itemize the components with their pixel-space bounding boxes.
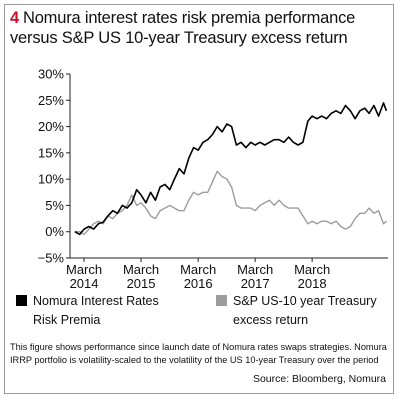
y-tick-label: −5% xyxy=(38,251,65,266)
legend-swatch-treasury xyxy=(216,295,227,306)
chart-title-text: Nomura interest rates risk premia perfor… xyxy=(10,9,356,47)
x-tick-label-line: 2014 xyxy=(70,276,99,290)
series-line-treasury xyxy=(74,170,387,235)
y-tick-label: 15% xyxy=(38,145,64,160)
legend-swatch-risk-premia xyxy=(16,295,27,306)
x-tick-label-line: 2017 xyxy=(241,276,270,290)
x-tick-label-line: March xyxy=(180,262,216,277)
figure-frame xyxy=(4,4,394,394)
x-tick-label: March 2018 xyxy=(294,262,330,290)
x-tick-label: March 2014 xyxy=(66,262,102,290)
x-tick-label-line: March xyxy=(123,262,159,277)
footnote: This figure shows performance since laun… xyxy=(10,342,387,365)
x-tick-label: March 2015 xyxy=(123,262,159,290)
x-tick-label-line: 2015 xyxy=(127,276,156,290)
x-tick-label: March 2016 xyxy=(180,262,216,290)
y-tick-label: 30% xyxy=(38,67,64,82)
x-tick-label: March 2017 xyxy=(237,262,273,290)
chart-title: 4 Nomura interest rates risk premia perfo… xyxy=(10,8,388,48)
y-tick-label: 0% xyxy=(45,224,64,239)
x-tick-label-line: 2016 xyxy=(184,276,213,290)
y-tick-label: 10% xyxy=(38,172,64,187)
x-tick-label-line: 2018 xyxy=(298,276,327,290)
series-line-risk-premia xyxy=(74,102,388,236)
x-tick-label-line: March xyxy=(66,262,102,277)
y-tick-label: 25% xyxy=(38,93,64,108)
figure-number: 4 xyxy=(10,9,19,27)
source-note: Source: Bloomberg, Nomura xyxy=(252,373,386,385)
y-tick-label: 5% xyxy=(45,198,64,213)
y-tick-label: 20% xyxy=(38,119,64,134)
x-tick-label-line: March xyxy=(294,262,330,277)
legend-label-treasury: S&P US-10 year Treasury excess return xyxy=(233,294,377,327)
legend-label-risk-premia: Nomura Interest Rates Risk Premia xyxy=(33,294,159,327)
x-tick-label-line: March xyxy=(237,262,273,277)
